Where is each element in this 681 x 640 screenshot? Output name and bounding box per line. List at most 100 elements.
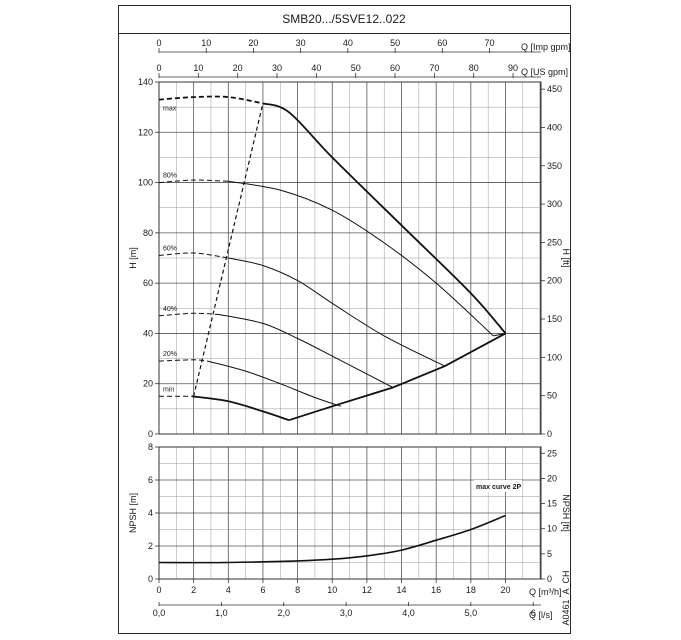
ls-tick-label: 1,0 (215, 608, 228, 618)
m3h-tick-label: 2 (191, 585, 196, 595)
m3h-tick-label: 8 (295, 585, 300, 595)
us-tick-label: 0 (156, 63, 161, 73)
h-m-axis: 0 20 40 60 80 100 120 140 (138, 77, 159, 439)
npsh-ft-tick-label: 0 (547, 574, 552, 584)
curve-60--dashed (158, 252, 229, 259)
h-ft-tick-label: 150 (547, 314, 562, 324)
npsh-m-tick-label: 8 (148, 442, 153, 452)
npsh-m-tick-label: 0 (148, 574, 153, 584)
chart-title: SMB20.../5SVE12..022 (282, 12, 406, 26)
h-m-tick-label: 20 (143, 379, 153, 389)
h-ft-axis: 0 50 100 150 200 250 300 350 400 450 (541, 84, 562, 439)
us-gpm-axis: 0 10 20 30 40 50 60 70 80 90 (156, 63, 541, 78)
us-tick-label: 70 (429, 63, 439, 73)
npsh-curve (158, 514, 506, 564)
outer-frame (118, 5, 571, 634)
curve-end (493, 332, 506, 337)
ls-tick-label: 6 (531, 608, 536, 618)
curve-limit (288, 332, 506, 422)
imp-axis-label: Q [Imp gpm] (521, 42, 571, 52)
h-ft-tick-label: 300 (547, 199, 562, 209)
npsh-ft-tick-label: 5 (547, 549, 552, 559)
imp-tick-label: 30 (296, 38, 306, 48)
us-tick-label: 30 (272, 63, 282, 73)
h-ft-tick-label: 250 (547, 237, 562, 247)
legend-label: max curve 2P (476, 484, 521, 491)
imp-tick-label: 50 (390, 38, 400, 48)
npsh-ft-tick-label: 15 (547, 499, 557, 509)
npsh-ft-axis: 0 5 10 15 20 25 (541, 448, 557, 584)
curve-min (191, 395, 290, 422)
m3h-tick-label: 18 (466, 585, 476, 595)
us-tick-label: 10 (193, 63, 203, 73)
npsh-ft-tick-label: 20 (547, 473, 557, 483)
npsh-ft-axis-label: NPSH [ft] (561, 494, 571, 532)
curve-max (262, 102, 507, 334)
h-ft-tick-label: 100 (547, 352, 562, 362)
h-m-tick-label: 60 (143, 278, 153, 288)
curve-80--dashed (158, 179, 229, 184)
curve-40--dashed (158, 312, 220, 317)
m3h-axis-label: Q [m³/h] (529, 587, 562, 597)
m3h-tick-label: 14 (397, 585, 407, 595)
head-plot: max 80% 60% 40% 20% min (158, 81, 542, 435)
m3h-tick-label: 20 (500, 585, 510, 595)
us-tick-label: 60 (390, 63, 400, 73)
us-tick-label: 40 (311, 63, 321, 73)
m3h-tick-label: 6 (260, 585, 265, 595)
curve-80- (228, 180, 494, 337)
ls-axis: 0,0 1,0 2,0 3,0 4,0 5,0 6 (153, 602, 541, 618)
m3h-tick-label: 0 (156, 585, 161, 595)
curve-label-60-: 60% (163, 245, 177, 252)
ls-tick-label: 0,0 (153, 608, 166, 618)
h-m-tick-label: 140 (138, 77, 153, 87)
imp-tick-label: 70 (485, 38, 495, 48)
imp-tick-label: 40 (343, 38, 353, 48)
curve-label-80-: 80% (163, 173, 177, 180)
h-ft-tick-label: 400 (547, 122, 562, 132)
curve-20- (207, 360, 342, 407)
h-ft-tick-label: 0 (547, 429, 552, 439)
ls-tick-label: 2,0 (277, 608, 290, 618)
head-plot-border (158, 81, 542, 435)
us-tick-label: 90 (508, 63, 518, 73)
ls-tick-label: 4,0 (402, 608, 415, 618)
curve-20--dashed (158, 359, 208, 362)
m3h-axis: 0 2 4 6 8 10 12 14 16 18 20 (156, 579, 510, 595)
us-axis-label: Q [US gpm] (521, 67, 568, 77)
h-ft-tick-label: 200 (547, 276, 562, 286)
curve-40- (219, 314, 394, 388)
curve-max-dashed (158, 95, 264, 105)
npsh-plot (158, 446, 542, 580)
m3h-tick-label: 4 (226, 585, 231, 595)
h-m-tick-label: 40 (143, 328, 153, 338)
us-tick-label: 50 (351, 63, 361, 73)
us-tick-label: 80 (469, 63, 479, 73)
npsh-m-tick-label: 4 (148, 508, 153, 518)
legend-box (474, 480, 522, 492)
h-m-axis-label: H [m] (128, 247, 138, 269)
npsh-m-axis: 0 2 4 6 8 (148, 442, 159, 584)
h-m-tick-label: 80 (143, 228, 153, 238)
ls-axis-label: Q [l/s] (529, 610, 553, 620)
h-m-tick-label: 100 (138, 178, 153, 188)
m3h-tick-label: 16 (431, 585, 441, 595)
curve-label-max: max (163, 106, 177, 113)
h-ft-axis-label: H [ft] (561, 248, 571, 267)
h-m-tick-label: 0 (148, 429, 153, 439)
npsh-ft-tick-label: 25 (547, 448, 557, 458)
curve-60- (228, 257, 446, 367)
curve-label-40-: 40% (163, 306, 177, 313)
m3h-tick-label: 12 (362, 585, 372, 595)
imp-tick-label: 60 (437, 38, 447, 48)
npsh-ft-tick-label: 10 (547, 524, 557, 534)
ls-tick-label: 3,0 (340, 608, 353, 618)
h-ft-tick-label: 50 (547, 391, 557, 401)
curve-label-min: min (163, 386, 174, 393)
h-ft-tick-label: 450 (547, 84, 562, 94)
imp-tick-label: 10 (201, 38, 211, 48)
imp-tick-label: 20 (248, 38, 258, 48)
imp-tick-label: 0 (156, 38, 161, 48)
curve-label-20-: 20% (163, 351, 177, 358)
